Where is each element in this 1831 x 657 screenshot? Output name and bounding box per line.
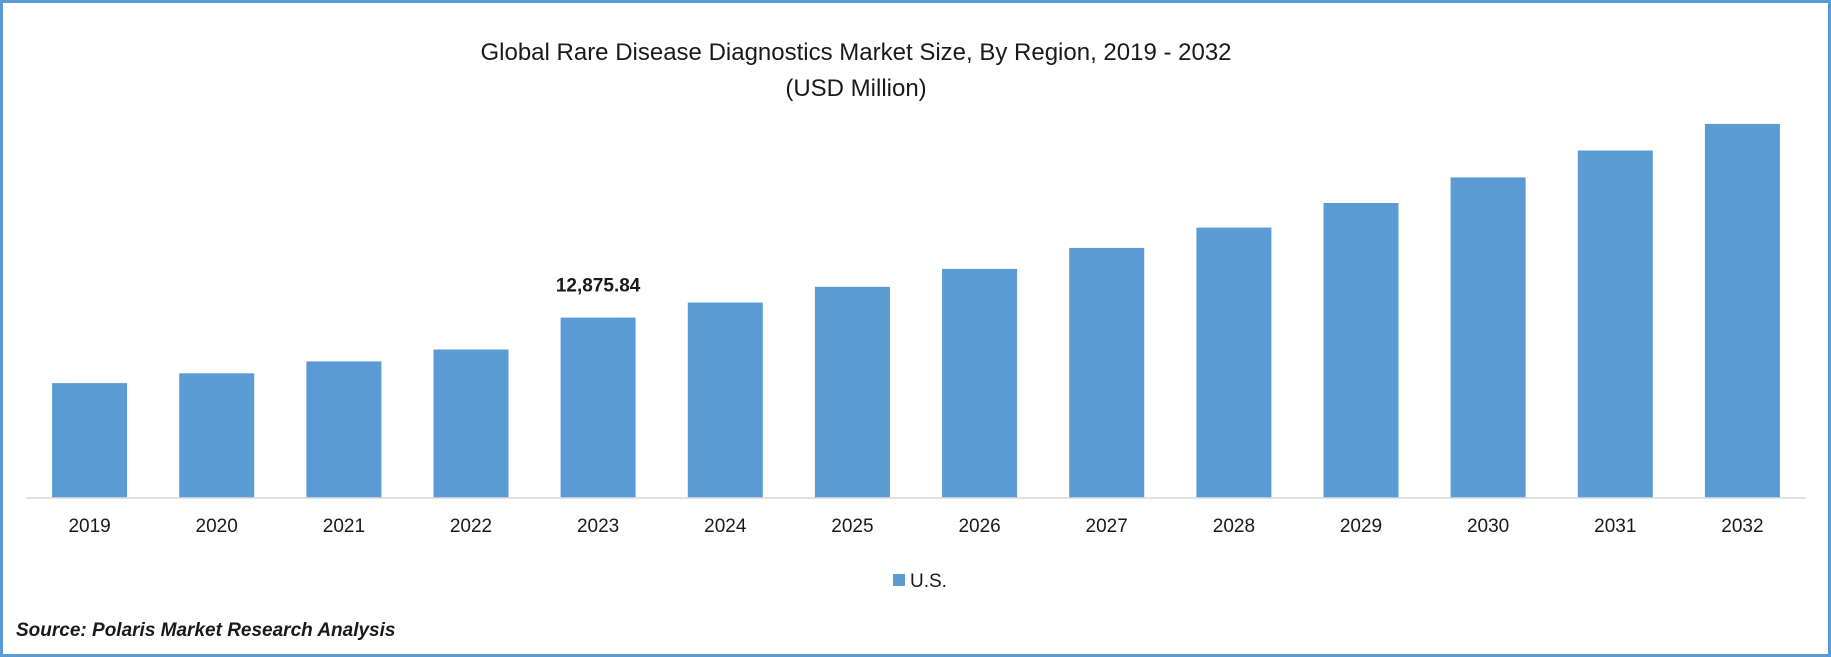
- legend-label-us: U.S.: [910, 571, 947, 592]
- bar-2025: [814, 286, 890, 498]
- bar-2029: [1323, 203, 1399, 498]
- bar-2027: [1069, 247, 1145, 498]
- bar-2032: [1704, 123, 1780, 499]
- bar-2022: [433, 349, 509, 498]
- x-tick-label-2026: 2026: [958, 516, 1000, 537]
- x-tick-label-2030: 2030: [1467, 516, 1509, 537]
- x-tick-label-2025: 2025: [831, 516, 873, 537]
- x-tick-label-2031: 2031: [1594, 516, 1636, 537]
- x-tick-label-2019: 2019: [68, 516, 110, 537]
- bar-2019: [52, 383, 128, 498]
- x-tick-label-2021: 2021: [323, 516, 365, 537]
- source-note: Source: Polaris Market Research Analysis: [16, 620, 396, 641]
- bar-2030: [1450, 177, 1526, 498]
- bar-2031: [1577, 150, 1653, 498]
- bars-group: [52, 123, 1780, 499]
- chart-title: Global Rare Disease Diagnostics Market S…: [480, 39, 1231, 66]
- data-labels: 12,875.84: [556, 276, 641, 297]
- x-tick-label-2027: 2027: [1086, 516, 1128, 537]
- x-tick-label-2022: 2022: [450, 516, 492, 537]
- x-tick-label-2024: 2024: [704, 516, 747, 537]
- legend: U.S.: [893, 571, 947, 592]
- bar-2028: [1196, 227, 1272, 498]
- data-label-2023: 12,875.84: [556, 276, 641, 297]
- x-tick-label-2020: 2020: [196, 516, 238, 537]
- bar-2024: [687, 302, 763, 498]
- legend-swatch: [893, 574, 905, 586]
- x-tick-label-2023: 2023: [577, 516, 619, 537]
- x-tick-labels: 2019 2020 2021 2022 2023 2024 2025 2026 2027 2028…: [68, 516, 1763, 537]
- bar-2021: [306, 361, 382, 498]
- x-tick-label-2028: 2028: [1213, 516, 1255, 537]
- x-tick-label-2029: 2029: [1340, 516, 1382, 537]
- bar-2023: [560, 317, 636, 498]
- bar-2026: [942, 268, 1018, 498]
- x-tick-label-2032: 2032: [1721, 516, 1763, 537]
- chart-subtitle: (USD Million): [785, 75, 926, 102]
- bar-2020: [179, 373, 255, 498]
